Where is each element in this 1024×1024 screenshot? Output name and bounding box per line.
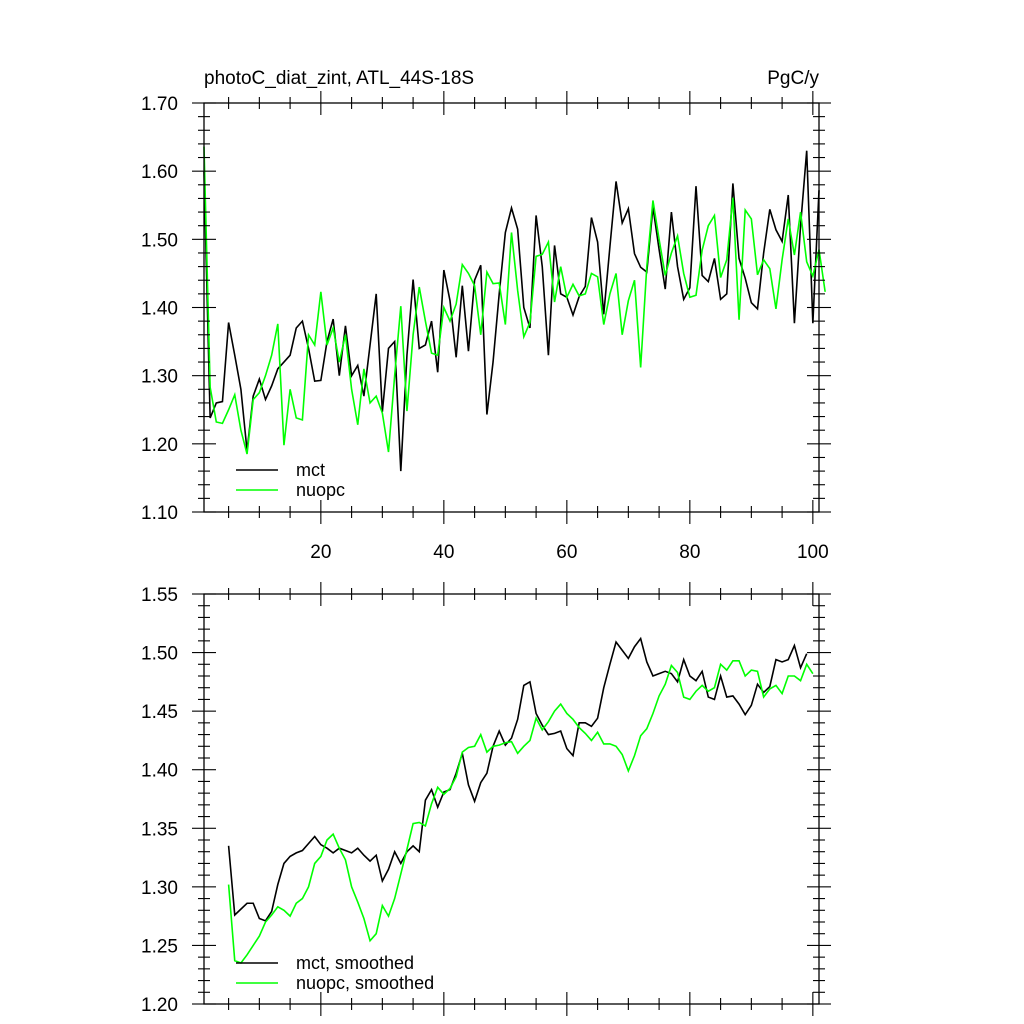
bottom-plot-frame: [203, 593, 820, 1005]
bottom-y-tick-label: 1.25: [141, 936, 178, 957]
top-x-tick-label: 100: [797, 542, 829, 563]
bottom-tick-labels: 1.20 1.25 1.30 1.35 1.40 1.45 1.50 1.55: [141, 585, 178, 1016]
top-y-tick-label: 1.70: [141, 94, 178, 115]
top-panel: photoC_diat_zint, ATL_44S-18S PgC/y 1.10…: [141, 68, 831, 563]
bottom-y-tick-label: 1.30: [141, 878, 178, 899]
top-x-tick-label: 20: [310, 542, 331, 563]
top-x-tick-label: 80: [679, 542, 700, 563]
bottom-y-tick-label: 1.45: [141, 702, 178, 723]
bottom-legend-label: nuopc, smoothed: [296, 973, 434, 993]
top-y-tick-label: 1.50: [141, 230, 178, 251]
chart-title: photoC_diat_zint, ATL_44S-18S: [204, 68, 474, 89]
top-series-lines: [203, 146, 826, 472]
bottom-panel: 1.20 1.25 1.30 1.35 1.40 1.45 1.50 1.55 mct, sm…: [141, 582, 831, 1016]
top-axis-ticks: [192, 91, 831, 524]
bottom-y-tick-label: 1.50: [141, 644, 178, 665]
bottom-y-tick-label: 1.55: [141, 585, 178, 606]
bottom-y-tick-label: 1.40: [141, 761, 178, 782]
top-x-tick-label: 60: [556, 542, 577, 563]
top-y-tick-label: 1.20: [141, 435, 178, 456]
top-series-line-nuopc: [203, 146, 826, 455]
top-plot-frame: [203, 102, 820, 513]
top-y-tick-label: 1.60: [141, 162, 178, 183]
chart-units: PgC/y: [767, 68, 819, 89]
top-legend-label: nuopc: [296, 480, 345, 500]
top-tick-labels: 1.10 1.20 1.30 1.40 1.50 1.60 1.70 20 40 60 80 100: [141, 94, 829, 563]
bottom-y-tick-label: 1.20: [141, 995, 178, 1016]
bottom-series-lines: [227, 636, 814, 964]
bottom-series-line-nuopc: [227, 659, 814, 964]
bottom-series-line-mct: [227, 636, 808, 922]
top-y-tick-label: 1.40: [141, 299, 178, 320]
bottom-axis-ticks: [192, 582, 831, 1016]
bottom-legend-label: mct, smoothed: [296, 953, 414, 973]
top-legend-label: mct: [296, 460, 325, 480]
top-y-tick-label: 1.10: [141, 503, 178, 524]
bottom-y-tick-label: 1.35: [141, 819, 178, 840]
top-x-tick-label: 40: [433, 542, 454, 563]
top-y-tick-label: 1.30: [141, 367, 178, 388]
top-series-line-mct: [203, 150, 820, 472]
